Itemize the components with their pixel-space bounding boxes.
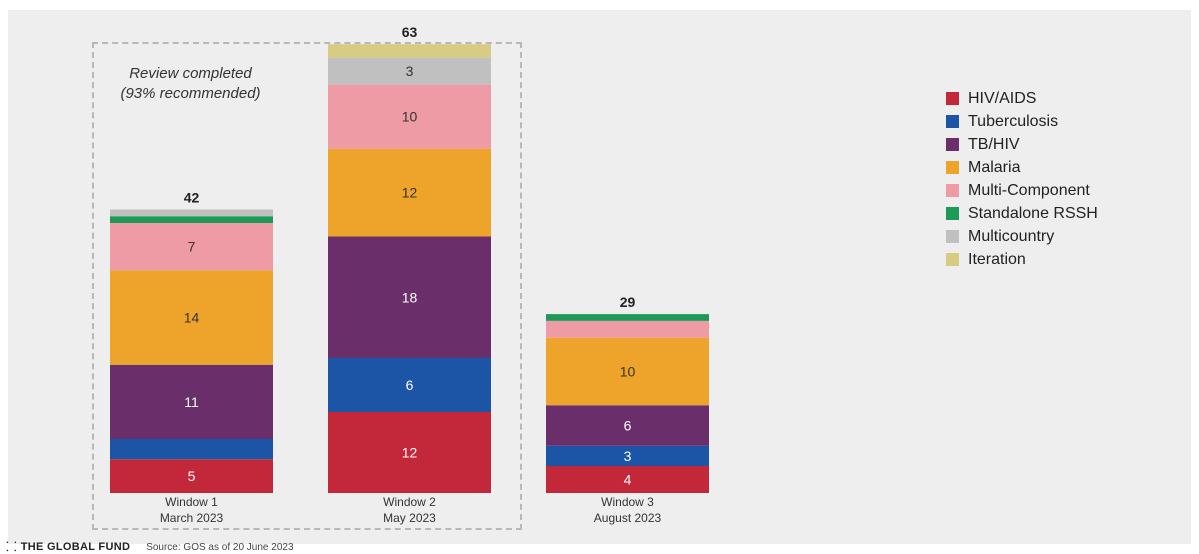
bar-segment-iteration-window-2 [328, 44, 491, 58]
footer-source: Source: GOS as of 20 June 2023 [146, 541, 294, 553]
legend-swatch-multicountry [946, 230, 959, 243]
legend-swatch-standalone-rssh [946, 207, 959, 220]
data-label-hiv-aids-window-1: 5 [188, 468, 196, 484]
legend-swatch-hiv-aids [946, 92, 959, 105]
data-label-malaria-window-3: 10 [620, 364, 636, 380]
data-label-hiv-aids-window-3: 4 [624, 472, 632, 488]
legend-swatch-tb-hiv [946, 138, 959, 151]
footer: ⸬ THE GLOBAL FUND Source: GOS as of 20 J… [6, 540, 294, 554]
bar-segment-tb-hiv-window-2 [328, 236, 491, 358]
bar-segment-tb-hiv-window-1 [110, 364, 273, 439]
review-annotation: Review completed (93% recommended) [98, 64, 283, 104]
bar-segment-standalone-rssh-window-3 [546, 314, 709, 321]
legend-swatch-iteration [946, 253, 959, 266]
bar-segment-tb-hiv-window-3 [546, 405, 709, 446]
legend-item-iteration: Iteration [946, 248, 1098, 271]
footer-logo-text: THE GLOBAL FUND [20, 541, 131, 553]
legend-label-tuberculosis: Tuberculosis [968, 112, 1059, 130]
category-label-window-2-line1: Window 2 [383, 495, 436, 509]
legend-label-multi-component: Multi-Component [968, 181, 1090, 199]
bar-segment-multi-component-window-2 [328, 84, 491, 149]
data-label-tb-hiv-window-3: 6 [624, 418, 632, 434]
bar-segment-hiv-aids-window-3 [546, 466, 709, 493]
bar-segment-malaria-window-2 [328, 148, 491, 237]
total-label-window-3: 29 [620, 294, 636, 310]
bar-segment-multi-component-window-3 [546, 320, 709, 338]
legend-swatch-malaria [946, 161, 959, 174]
total-label-window-1: 42 [184, 190, 200, 206]
category-label-window-2-line2: May 2023 [383, 511, 436, 525]
review-annotation-line2: (93% recommended) [120, 85, 261, 102]
data-label-multicountry-window-2: 3 [406, 63, 414, 79]
legend-label-iteration: Iteration [968, 250, 1026, 268]
legend-item-multicountry: Multicountry [946, 225, 1098, 248]
legend-label-tb-hiv: TB/HIV [968, 135, 1020, 153]
category-label-window-3-line1: Window 3 [601, 495, 654, 509]
legend-label-multicountry: Multicountry [968, 227, 1055, 245]
legend-swatch-multi-component [946, 184, 959, 197]
bar-segment-multicountry-window-2 [328, 57, 491, 85]
category-label-window-1-line2: March 2023 [160, 511, 224, 525]
bar-segment-multicountry-window-1 [110, 209, 273, 217]
bar-segment-tuberculosis-window-2 [328, 358, 491, 412]
data-label-tuberculosis-window-3: 3 [624, 448, 632, 464]
bar-segment-tuberculosis-window-3 [546, 445, 709, 466]
category-label-window-3-line2: August 2023 [594, 511, 662, 525]
legend-label-standalone-rssh: Standalone RSSH [968, 204, 1098, 222]
category-label-window-1-line1: Window 1 [165, 495, 218, 509]
total-label-window-2: 63 [402, 24, 418, 40]
data-label-tb-hiv-window-2: 18 [402, 289, 418, 305]
data-label-multi-component-window-2: 10 [402, 109, 418, 125]
bar-segment-malaria-window-3 [546, 337, 709, 406]
bar-segment-hiv-aids-window-1 [110, 459, 273, 493]
bar-segment-malaria-window-1 [110, 270, 273, 365]
data-label-malaria-window-1: 14 [184, 310, 200, 326]
review-annotation-line1: Review completed [129, 65, 252, 82]
data-label-tb-hiv-window-1: 11 [184, 394, 199, 410]
legend-item-multi-component: Multi-Component [946, 179, 1098, 202]
bar-segment-hiv-aids-window-2 [328, 412, 491, 493]
data-label-hiv-aids-window-2: 12 [402, 445, 418, 461]
data-label-tuberculosis-window-2: 6 [406, 377, 414, 393]
data-label-malaria-window-2: 12 [402, 185, 418, 201]
legend-item-malaria: Malaria [946, 156, 1098, 179]
legend-item-hiv-aids: HIV/AIDS [946, 87, 1098, 110]
data-label-multi-component-window-1: 7 [188, 239, 196, 255]
legend-label-malaria: Malaria [968, 158, 1021, 176]
bar-segment-multi-component-window-1 [110, 223, 273, 271]
legend-item-standalone-rssh: Standalone RSSH [946, 202, 1098, 225]
review-completed-box [92, 42, 522, 530]
legend-swatch-tuberculosis [946, 115, 959, 128]
chart-legend: HIV/AIDS Tuberculosis TB/HIV Malaria Multi-C… [946, 87, 1098, 271]
global-fund-logo-icon: ⸬ [6, 539, 17, 554]
bar-segment-standalone-rssh-window-1 [110, 216, 273, 223]
bar-segment-tuberculosis-window-1 [110, 439, 273, 460]
legend-item-tuberculosis: Tuberculosis [946, 110, 1098, 133]
legend-item-tb-hiv: TB/HIV [946, 133, 1098, 156]
legend-label-hiv-aids: HIV/AIDS [968, 89, 1037, 107]
